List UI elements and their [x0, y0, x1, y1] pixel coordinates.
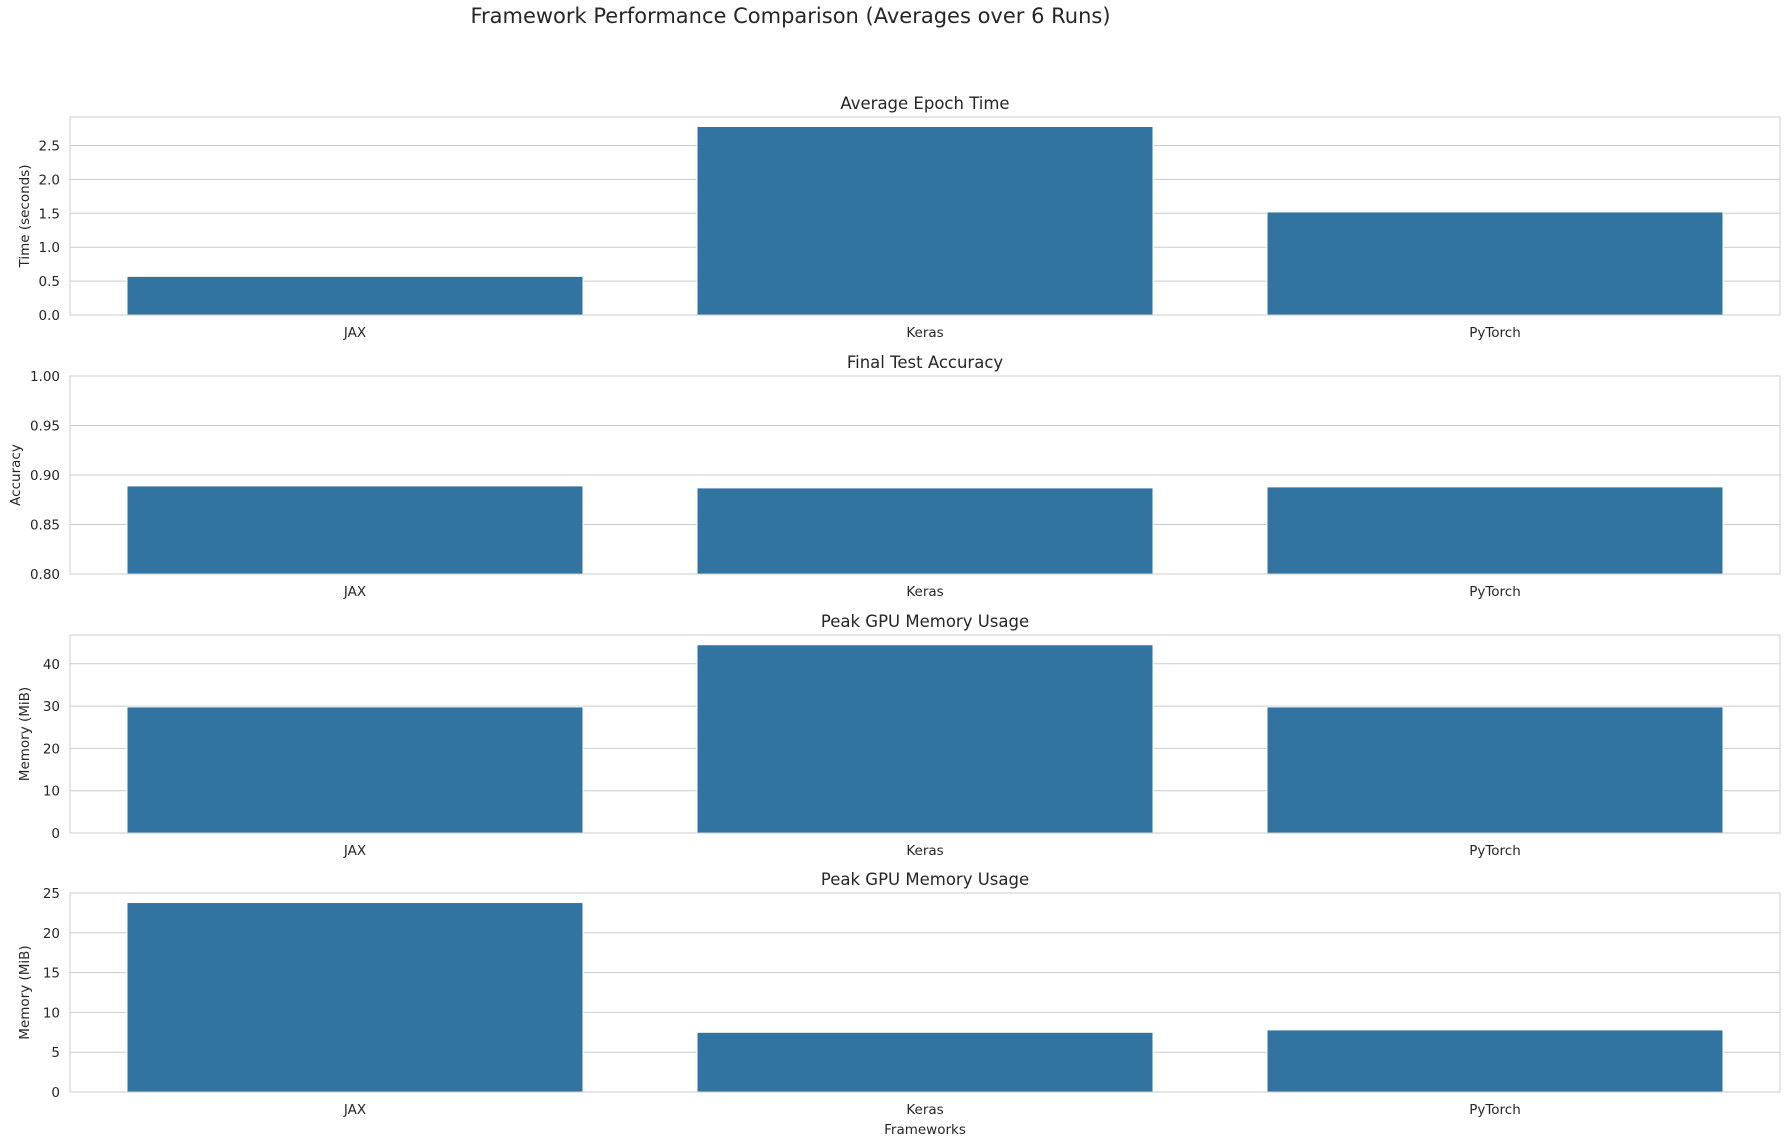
y-tick-label: 0.95 — [30, 419, 60, 435]
y-tick-label: 0.80 — [30, 567, 60, 583]
y-tick-label: 0.90 — [30, 468, 60, 484]
bar-pytorch — [1266, 1029, 1724, 1093]
panel-title: Final Test Accuracy — [847, 353, 1004, 372]
bar-keras — [696, 1031, 1154, 1093]
y-tick-label: 0 — [51, 826, 60, 842]
panel-title: Average Epoch Time — [840, 94, 1009, 113]
x-tick-label: JAX — [343, 1102, 366, 1118]
x-tick-label: PyTorch — [1469, 843, 1521, 859]
bar-keras — [696, 125, 1154, 316]
y-tick-label: 0 — [51, 1085, 60, 1101]
x-tick-label: Keras — [906, 584, 943, 600]
x-axis-label: Frameworks — [884, 1122, 966, 1138]
y-tick-label: 0.0 — [39, 308, 60, 324]
bar-jax — [126, 485, 584, 575]
y-tick-label: 5 — [51, 1045, 60, 1061]
x-tick-label: PyTorch — [1469, 1102, 1521, 1118]
y-tick-label: 2.0 — [39, 172, 60, 188]
plot-frame — [69, 375, 1781, 575]
y-axis-label: Memory (MiB) — [17, 945, 33, 1039]
panel-title: Peak GPU Memory Usage — [821, 870, 1029, 889]
y-tick-label: 1.00 — [30, 369, 60, 385]
bar-keras — [696, 644, 1154, 834]
x-tick-label: PyTorch — [1469, 584, 1521, 600]
x-tick-label: Keras — [906, 843, 943, 859]
y-tick-label: 15 — [43, 966, 60, 982]
y-axis-label: Memory (MiB) — [17, 687, 33, 781]
x-tick-label: JAX — [343, 843, 366, 859]
y-tick-label: 20 — [43, 741, 60, 757]
y-tick-label: 20 — [43, 926, 60, 942]
y-axis-label: Time (seconds) — [17, 164, 33, 268]
y-tick-label: 0.5 — [39, 274, 60, 290]
bar-pytorch — [1266, 486, 1724, 575]
bar-jax — [126, 275, 584, 316]
plot-frame — [69, 892, 1781, 1093]
x-tick-label: Keras — [906, 325, 943, 341]
y-axis-label: Accuracy — [8, 444, 24, 506]
bar-jax — [126, 706, 584, 834]
y-tick-label: 10 — [43, 1005, 60, 1021]
plot-frame — [69, 116, 1781, 316]
bar-keras — [696, 487, 1154, 575]
y-tick-label: 1.5 — [39, 206, 60, 222]
y-tick-label: 25 — [43, 886, 60, 902]
bar-jax — [126, 902, 584, 1093]
panel-title: Peak GPU Memory Usage — [821, 612, 1029, 631]
y-tick-label: 1.0 — [39, 240, 60, 256]
x-tick-label: Keras — [906, 1102, 943, 1118]
x-tick-label: JAX — [343, 584, 366, 600]
y-tick-label: 30 — [43, 699, 60, 715]
plot-frame — [69, 634, 1781, 834]
y-tick-label: 10 — [43, 784, 60, 800]
y-tick-label: 0.85 — [30, 518, 60, 534]
y-tick-label: 2.5 — [39, 138, 60, 154]
figure-title: Framework Performance Comparison (Averag… — [470, 4, 1111, 28]
bar-pytorch — [1266, 706, 1724, 834]
y-tick-label: 40 — [43, 657, 60, 673]
x-tick-label: JAX — [343, 325, 366, 341]
x-tick-label: PyTorch — [1469, 325, 1521, 341]
